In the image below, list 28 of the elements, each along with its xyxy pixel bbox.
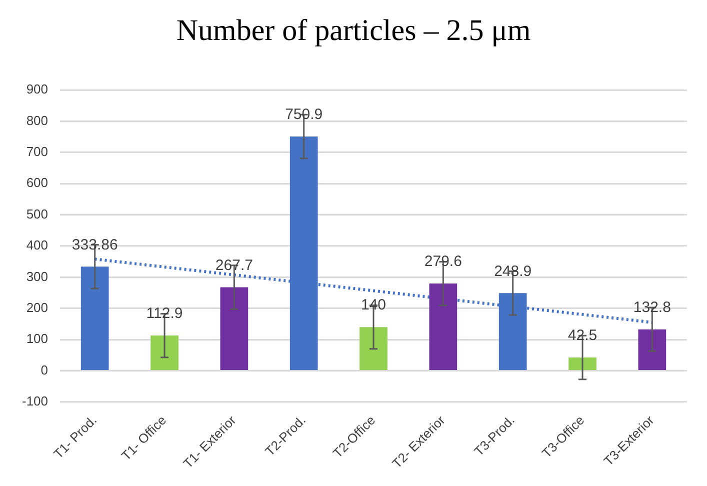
data-label: 140 (360, 296, 386, 314)
data-label: 750.9 (285, 106, 323, 124)
bar (360, 327, 388, 370)
data-label: 42.5 (568, 327, 598, 344)
chart-title: Number of particles – 2.5 μm (175, 14, 532, 48)
y-tick-label: 400 (26, 238, 48, 253)
data-label: 132.8 (633, 298, 671, 316)
y-tick-label: -100 (22, 394, 48, 409)
bar (220, 287, 248, 370)
data-label: 279.6 (424, 253, 462, 270)
y-tick-label: 700 (26, 144, 48, 159)
y-tick-label: 200 (26, 300, 48, 315)
bar (150, 336, 178, 370)
y-tick-label: 500 (26, 206, 48, 222)
bar (568, 358, 596, 370)
y-tick-label: 600 (26, 175, 48, 190)
data-label: 333.86 (72, 236, 118, 254)
data-label: 267.7 (215, 256, 253, 274)
bar (80, 266, 109, 370)
bar (429, 284, 458, 370)
data-label: 248.9 (494, 262, 532, 280)
y-tick-label: 300 (26, 268, 48, 284)
y-tick-label: 0 (40, 362, 48, 378)
y-tick-label: 100 (26, 331, 48, 346)
data-label: 112.9 (146, 305, 183, 322)
y-tick-label: 800 (26, 112, 48, 128)
bar (638, 329, 666, 370)
y-tick-label: 900 (26, 82, 48, 97)
